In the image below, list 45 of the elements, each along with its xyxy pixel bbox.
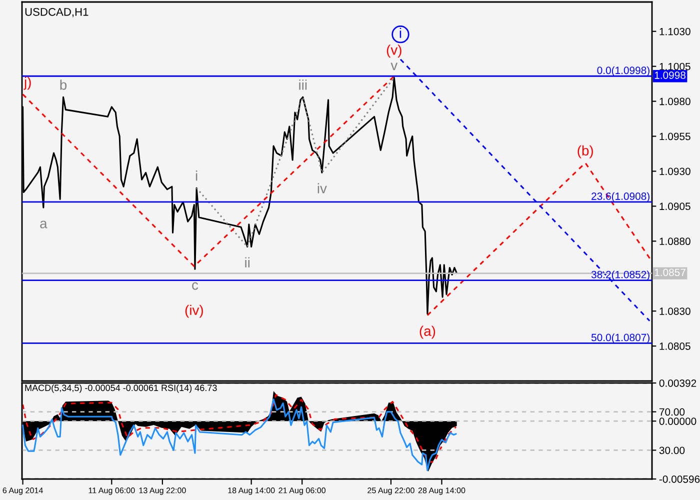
line-series [196, 76, 395, 248]
annotation: (b) [578, 145, 593, 158]
y-tick-label: 1.1005 [660, 62, 690, 70]
y-tick-label: 1.0955 [660, 132, 690, 140]
annotation: i [400, 28, 402, 38]
ref-line-label: 50.0(1.0807) [591, 334, 650, 344]
annotation: b [60, 80, 67, 90]
y-tick-label: 1.0930 [660, 168, 690, 176]
annotation: iii [299, 80, 307, 90]
x-tick-label: 13 Aug 22:00 [139, 488, 186, 495]
y-tick-label: 0.00000 [659, 418, 696, 425]
annotation: j) [24, 76, 31, 90]
y-tick-label: 1.0980 [660, 98, 690, 106]
chart-title: MACD(5,34,5) -0.00054 -0.00061 RSI(14) 46.73 [25, 384, 217, 393]
ref-line-label: 0.0(1.0998) [597, 66, 650, 76]
annotation: (a) [420, 326, 436, 339]
annotation: i [196, 170, 198, 181]
y2-tick-label: 70.00 [659, 408, 685, 416]
ref-line-label: 38.2(1.0852) [591, 270, 650, 280]
y2-tick-label: 30.00 [659, 446, 685, 454]
annotation: (iv) [185, 304, 203, 318]
x-tick-label: 21 Aug 06:00 [278, 488, 326, 495]
y-tick-label: -0.00596 [659, 476, 700, 483]
y-tick-label: 1.1030 [660, 28, 690, 36]
y-tick-label: 1.0880 [660, 238, 690, 246]
annotation: 1.0857 [654, 268, 686, 276]
annotation: ii [245, 257, 250, 268]
x-tick-label: 6 Aug 2014 [2, 488, 43, 495]
line-series [22, 394, 457, 463]
chart-title: USDCAD,H1 [25, 8, 88, 18]
annotation: (v) [386, 44, 402, 58]
y-tick-label: 1.0905 [660, 202, 690, 210]
annotation: 1.0998 [654, 72, 686, 79]
annotation: a [40, 220, 48, 228]
ref-line-label: 23.6(1.0908) [592, 192, 650, 202]
x-tick-label: 11 Aug 06:00 [88, 488, 135, 495]
annotation: c [192, 282, 198, 290]
annotation: v [390, 62, 398, 70]
x-tick-label: 18 Aug 14:00 [228, 488, 275, 495]
y-tick-label: 1.0830 [660, 308, 690, 315]
y-tick-label: 0.00392 [659, 380, 696, 387]
y-tick-label: 1.0805 [660, 342, 690, 350]
x-tick-label: 28 Aug 14:00 [418, 488, 466, 495]
x-tick-label: 25 Aug 22:00 [368, 488, 414, 495]
annotation: iv [318, 183, 327, 194]
